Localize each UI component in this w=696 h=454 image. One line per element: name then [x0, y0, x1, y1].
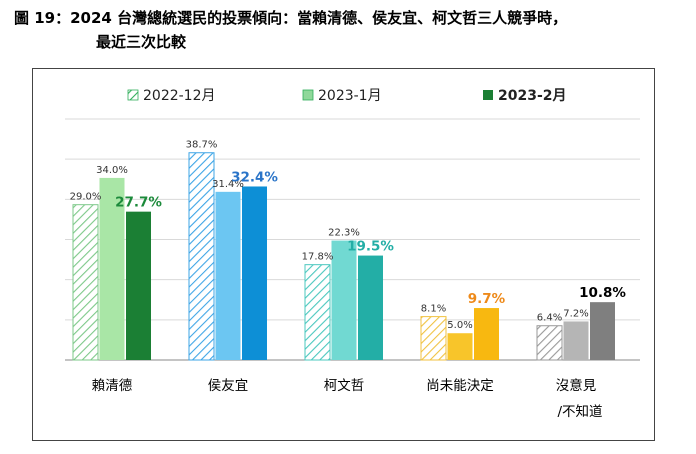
bar [72, 204, 99, 361]
chart-title-line2: 最近三次比較 [96, 33, 187, 51]
category-label: 尚未能決定 [426, 378, 494, 394]
data-label: 5.0% [447, 320, 472, 331]
legend-swatch [127, 89, 139, 101]
data-label: 38.7% [186, 140, 218, 151]
category-label: /不知道 [557, 403, 602, 420]
bar [536, 325, 563, 361]
data-label: 34.0% [96, 165, 128, 176]
legend-swatch [483, 90, 493, 100]
legend-label: 2023-1月 [318, 88, 382, 104]
legend-label: 2022-12月 [143, 88, 216, 104]
data-label: 29.0% [70, 192, 102, 203]
data-label: 9.7% [468, 291, 506, 307]
bar [358, 255, 383, 360]
legend: 2022-12月 2023-1月 2023-2月 [127, 88, 567, 104]
bar [563, 321, 589, 360]
data-labels: 29.0% 34.0% 27.7% 38.7% 31.4%32.4% 17.8% 22.3%… [70, 140, 627, 331]
data-label: 6.4% [537, 313, 562, 324]
data-label: 10.8% [579, 285, 626, 301]
data-label: 7.2% [563, 308, 588, 319]
data-label: 31.4% [212, 179, 244, 190]
bar [447, 333, 473, 360]
bar [420, 316, 447, 361]
chart-title: 圖 19：2024 台灣總統選民的投票傾向：當賴清德、侯友宜、柯文哲三人競爭時，… [14, 6, 567, 54]
data-label: 32.4% [231, 169, 278, 185]
chart-title-line1: 圖 19：2024 台灣總統選民的投票傾向：當賴清德、侯友宜、柯文哲三人競爭時， [14, 9, 568, 27]
bar [188, 152, 215, 361]
category-label: 侯友宜 [208, 378, 249, 394]
bar [474, 308, 499, 360]
bar [242, 186, 267, 360]
bar [99, 177, 125, 360]
bars [72, 152, 615, 361]
data-label: 8.1% [421, 304, 446, 315]
bar [304, 264, 331, 361]
category-label: 柯文哲 [324, 378, 365, 394]
bar [126, 211, 151, 360]
data-label: 27.7% [115, 195, 162, 211]
bar [590, 302, 615, 360]
data-label: 19.5% [347, 239, 394, 255]
legend-label: 2023-2月 [498, 88, 567, 104]
data-label: 17.8% [302, 252, 334, 263]
bar [331, 240, 357, 360]
category-label: 沒意見 [556, 377, 597, 394]
category-labels: 賴清德 侯友宜 柯文哲 尚未能決定 沒意見/不知道 [92, 377, 603, 420]
chart-frame: 2022-12月 2023-1月 2023-2月 29.0% 34.0% 27.7% 38.… [32, 68, 655, 441]
bar-chart: 2022-12月 2023-1月 2023-2月 29.0% 34.0% 27.7% 38.… [65, 88, 640, 420]
data-label: 22.3% [328, 228, 360, 239]
legend-swatch [302, 89, 314, 101]
category-label: 賴清德 [92, 378, 133, 394]
bar [215, 191, 241, 360]
